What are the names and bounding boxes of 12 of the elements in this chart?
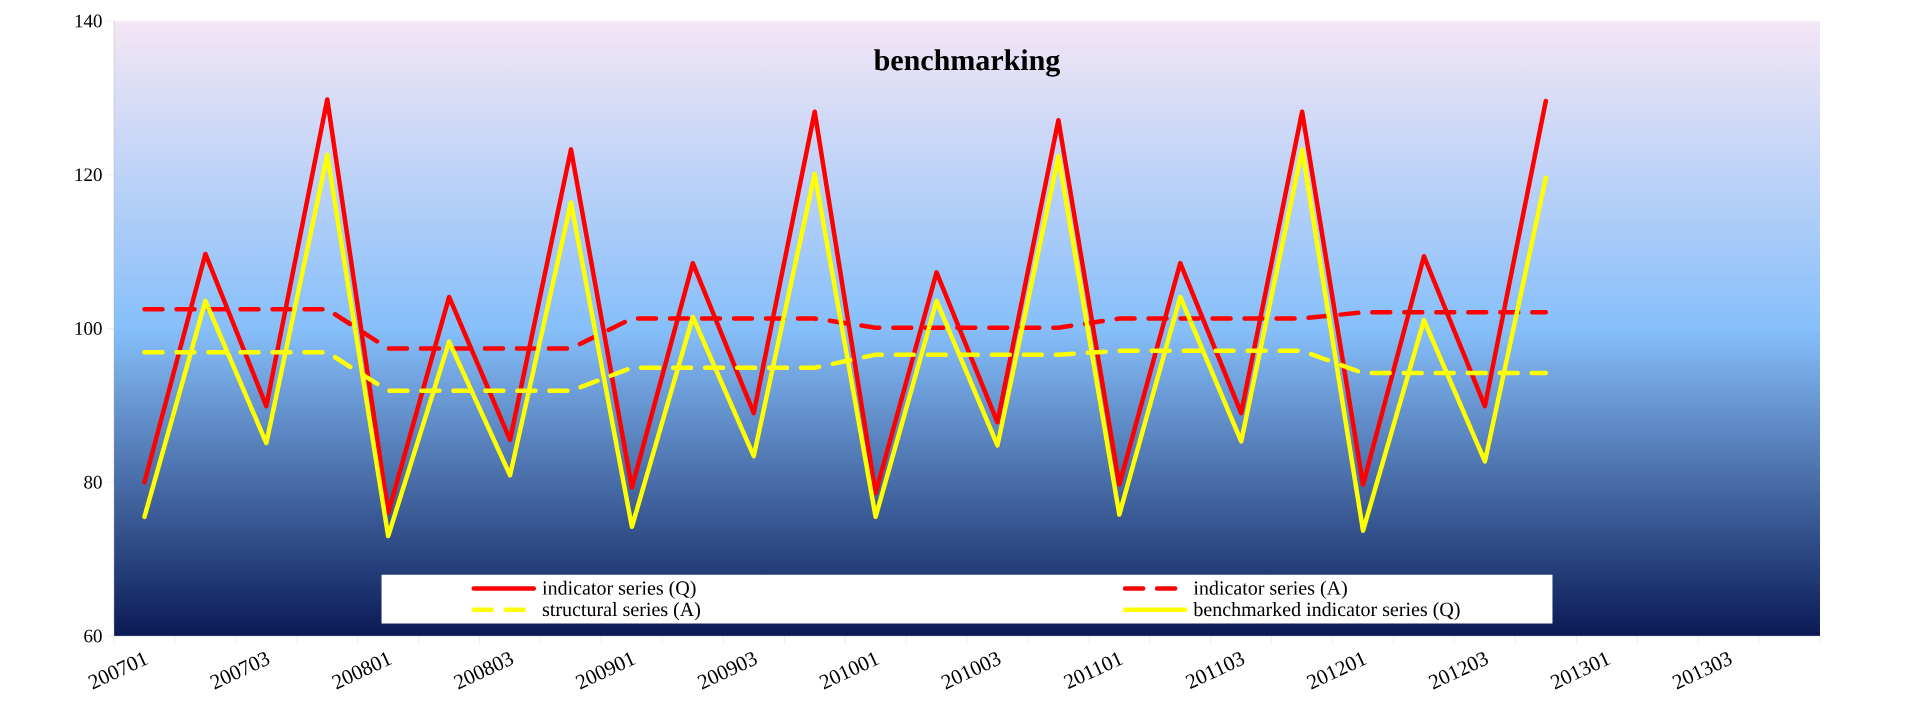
y-tick-label: 140 [75,14,102,28]
legend-label: benchmarked indicator series (Q) [1193,602,1460,621]
line-series [142,97,1549,516]
y-tick-label: 100 [75,322,102,335]
legend-label: indicator series (Q) [542,580,696,599]
line-series [142,147,1549,539]
y-tick-label: 60 [84,629,102,643]
text: benchmarking [874,49,1061,77]
legend-label: indicator series (A) [1193,580,1347,599]
y-tick-label: 120 [75,168,102,182]
legend-label: structural series (A) [542,602,700,621]
y-tick-label: 80 [84,475,102,489]
